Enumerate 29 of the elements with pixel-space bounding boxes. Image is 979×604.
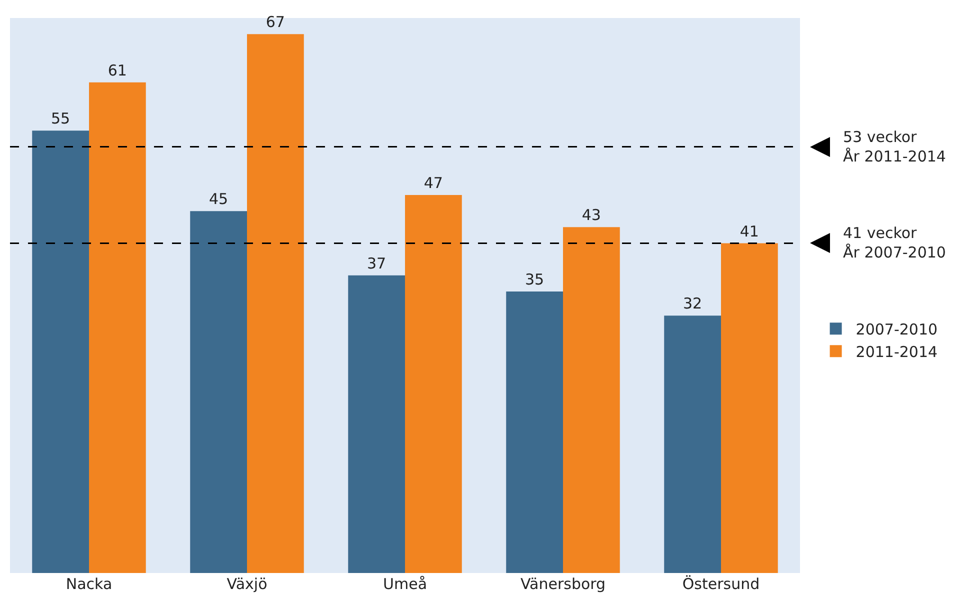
data-label: 55: [51, 110, 70, 128]
bar: [348, 275, 405, 573]
bar: [247, 34, 304, 573]
data-label: 32: [683, 294, 702, 313]
x-tick-label: Växjö: [226, 575, 268, 593]
bar: [664, 316, 721, 573]
data-label: 43: [582, 206, 601, 224]
data-label: 37: [367, 254, 386, 272]
data-label: 47: [424, 174, 443, 192]
legend-label: 2011-2014: [856, 343, 938, 361]
bar: [190, 211, 247, 573]
data-label: 67: [266, 13, 285, 32]
bar: [721, 243, 778, 573]
legend-label: 2007-2010: [856, 320, 938, 338]
data-label: 61: [108, 61, 127, 80]
data-label: 45: [209, 190, 228, 208]
ref-line-label: 53 veckor År 2011-2014: [843, 128, 946, 166]
bar: [32, 130, 89, 573]
x-tick-label: Östersund: [682, 575, 760, 593]
x-tick-label: Umeå: [382, 575, 428, 593]
bar: [405, 195, 462, 573]
x-tick-label: Vänersborg: [520, 575, 606, 593]
ref-line-label: 41 veckor År 2007-2010: [843, 224, 946, 262]
x-tick-label: Nacka: [66, 575, 112, 593]
bar: [506, 292, 563, 573]
bar: [89, 82, 146, 573]
data-label: 35: [525, 270, 544, 289]
bar: [563, 227, 620, 573]
data-label: 41: [740, 222, 759, 240]
